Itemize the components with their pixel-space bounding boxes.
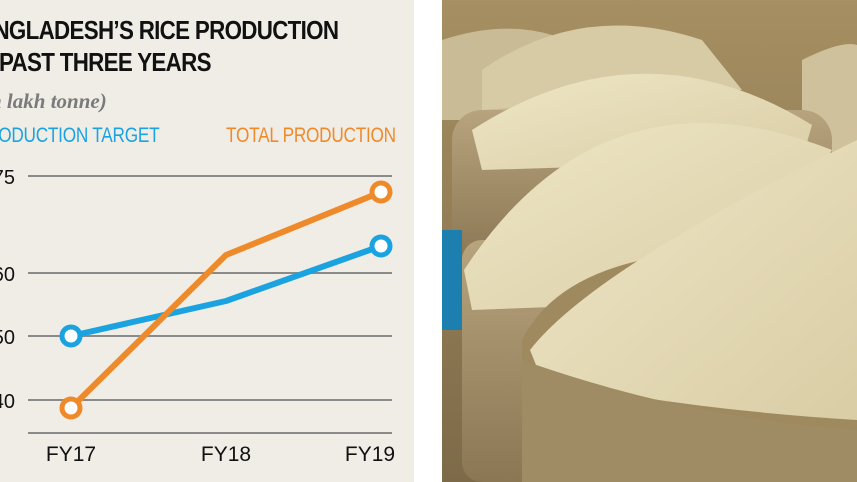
x-tick-fy19: FY19 (345, 443, 395, 466)
series-production-target-line (70, 243, 383, 339)
marker-total-fy19 (369, 180, 393, 204)
y-tick-50: 50 (0, 327, 15, 349)
x-tick-fy18: FY18 (201, 443, 251, 466)
chart-title: ANGLADESH’S RICE PRODUCTION N PAST THREE… (0, 14, 356, 78)
chart-subtitle-units: n lakh tonne) (0, 89, 107, 113)
chart-panel: ANGLADESH’S RICE PRODUCTION N PAST THREE… (0, 0, 414, 482)
rice-sacks-illustration (442, 0, 857, 482)
legend-total-production: TOTAL PRODUCTION (226, 124, 396, 147)
marker-target-fy19 (369, 234, 393, 258)
legend-production-target: RODUCTION TARGET (0, 124, 160, 147)
y-tick-75: 75 (0, 167, 15, 189)
chart-title-line-1: ANGLADESH’S RICE PRODUCTION (0, 15, 339, 45)
chart-title-line-2: N PAST THREE YEARS (0, 47, 211, 77)
marker-target-fy17 (59, 324, 83, 348)
y-tick-60: 60 (0, 264, 15, 286)
x-tick-fy17: FY17 (46, 443, 96, 466)
series-total-production-line (68, 189, 383, 411)
rice-sacks-photo (442, 0, 857, 482)
marker-total-fy17 (59, 396, 83, 420)
y-tick-40: 40 (0, 391, 15, 413)
line-chart: 75 60 50 40 FY17 FY18 FY19 (0, 167, 395, 466)
